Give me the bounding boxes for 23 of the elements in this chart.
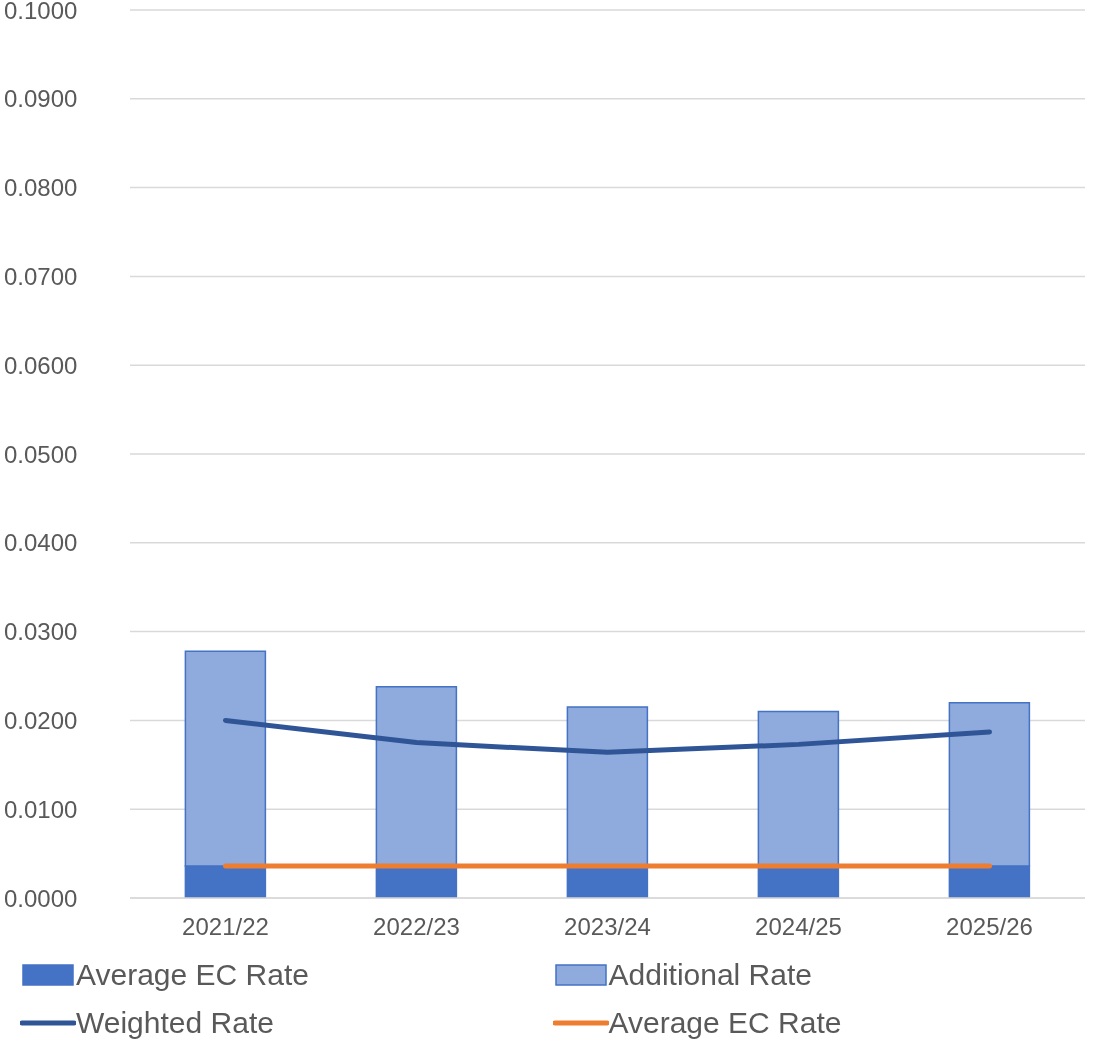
y-tick-label: 0.0500: [4, 440, 78, 468]
legend-label: Average EC Rate: [76, 958, 309, 992]
legend-label: Additional Rate: [608, 958, 812, 992]
y-tick-label: 0.0300: [4, 618, 78, 646]
y-tick-label: 0.0600: [4, 351, 78, 379]
bar: [757, 710, 840, 867]
bar: [375, 685, 458, 867]
x-tick-label: 2023/24: [564, 913, 651, 941]
y-tick-label: 0.0100: [4, 795, 78, 823]
bar: [566, 706, 649, 867]
y-tick-label: 0.0400: [4, 529, 78, 557]
legend-label: Average EC Rate: [608, 1006, 842, 1040]
legend-label: Weighted Rate: [76, 1006, 274, 1040]
y-tick-label: 0.1000: [4, 0, 78, 24]
y-tick-label: 0.0000: [4, 884, 78, 912]
y-tick-label: 0.0800: [4, 174, 78, 202]
x-tick-label: 2022/23: [373, 913, 460, 941]
x-tick-label: 2021/22: [182, 913, 269, 941]
y-tick-label: 0.0700: [4, 262, 78, 290]
x-tick-label: 2025/26: [946, 913, 1033, 941]
y-tick-label: 0.0900: [4, 85, 78, 113]
y-tick-label: 0.0200: [4, 706, 78, 734]
x-tick-label: 2024/25: [755, 913, 842, 941]
